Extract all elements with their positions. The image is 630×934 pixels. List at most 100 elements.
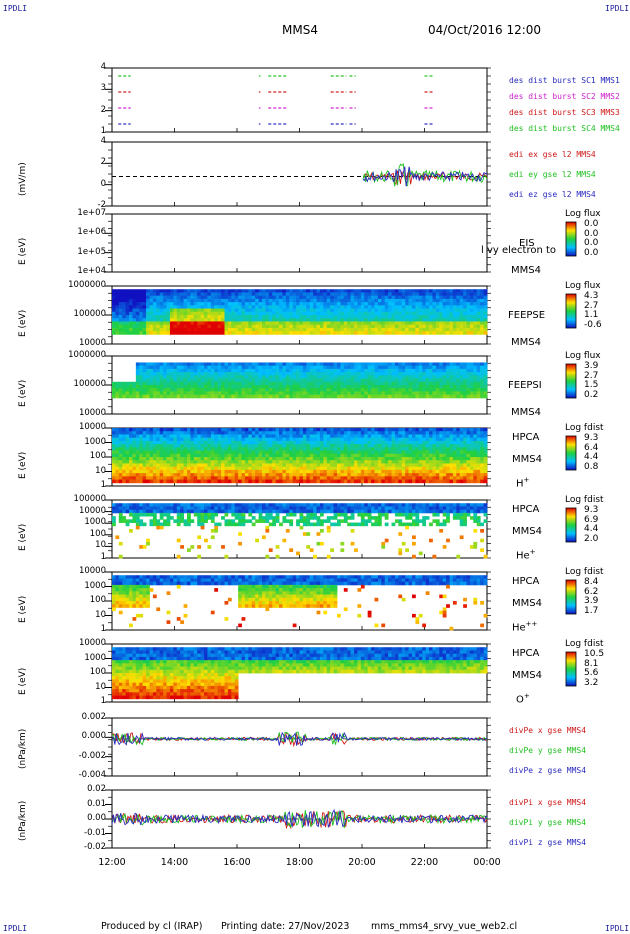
feepse-cell <box>268 305 273 309</box>
hpca-h-cell <box>323 457 328 461</box>
feepse-cell <box>309 298 314 303</box>
feepsi-cell <box>452 385 457 389</box>
feepse-cell <box>374 315 379 319</box>
hpca-h-cell <box>405 473 409 477</box>
feepse-cell <box>469 315 474 319</box>
hpca-h-cell <box>415 479 420 484</box>
hpca-h-cell <box>115 453 120 458</box>
feepse-cell <box>149 331 154 335</box>
feepsi-cell <box>452 394 457 399</box>
panel-frame <box>111 213 488 273</box>
feepsi-cell <box>275 365 280 370</box>
feepse-cell <box>169 302 174 306</box>
feepse-cell <box>418 308 423 313</box>
feepsi-cell <box>272 388 277 392</box>
hpca-h-cell <box>241 437 246 442</box>
feepse-cell <box>446 305 450 309</box>
feepsi-cell <box>319 378 324 383</box>
hpca-h-cell <box>132 479 137 484</box>
feepsi-cell <box>156 388 161 392</box>
hpca-h-cell <box>234 428 239 432</box>
hpca-h-cell <box>483 453 488 458</box>
hpca-h-cell <box>401 444 406 448</box>
feepsi-cell <box>401 394 406 399</box>
hpca-h-cell <box>302 444 307 448</box>
feepse-cell <box>425 305 430 309</box>
hpca-h-cell <box>207 457 212 461</box>
feepsi-cell <box>190 378 195 383</box>
feepse-cell <box>112 331 116 335</box>
hpca-h-cell <box>313 457 317 461</box>
feepse-cell <box>248 327 253 332</box>
feepse-cell <box>340 289 345 293</box>
feepse-cell <box>251 327 256 332</box>
feepse-cell <box>221 289 225 293</box>
feepsi-cell <box>398 381 403 386</box>
hpca-h-cell <box>347 469 352 474</box>
hpca-h-cell <box>360 476 365 480</box>
feepsi-cell <box>463 381 467 386</box>
feepsi-cell <box>149 368 154 373</box>
feepse-cell <box>176 292 181 297</box>
feepse-cell <box>204 318 208 322</box>
hpca-h-cell <box>388 434 392 439</box>
hpca-h-cell <box>422 473 427 477</box>
feepsi-cell <box>408 385 413 389</box>
feepse-cell <box>255 289 259 293</box>
feepse-cell <box>476 321 481 326</box>
feepsi-cell <box>152 365 157 370</box>
hpca-h-cell <box>238 440 242 445</box>
feepse-cell <box>258 321 263 326</box>
feepse-cell <box>333 292 338 297</box>
hpca-h-cell <box>381 444 386 448</box>
hpca-h-cell <box>480 479 484 484</box>
hpca-he-plus-cell <box>118 554 123 559</box>
hpca-h-cell <box>394 447 399 451</box>
feepse-cell <box>180 315 184 319</box>
hpca-h-cell <box>452 453 457 458</box>
hpca-h-cell <box>238 469 242 474</box>
hpca-h-cell <box>435 444 440 448</box>
feepse-cell <box>234 305 239 309</box>
feepse-cell <box>214 302 219 306</box>
feepse-cell <box>176 298 181 303</box>
feepse-cell <box>296 289 300 293</box>
feepsi-cell <box>248 388 253 392</box>
feepsi-cell <box>142 375 147 379</box>
hpca-h-cell <box>350 431 355 435</box>
feepsi-cell <box>156 375 161 379</box>
feepse-cell <box>112 308 116 313</box>
feepse-cell <box>122 315 127 319</box>
feepsi-cell <box>152 381 157 386</box>
hpca-h-cell <box>371 479 375 484</box>
feepse-cell <box>313 318 317 322</box>
hpca-h-cell <box>292 473 297 477</box>
hpca-h-cell <box>476 460 481 464</box>
feepse-cell <box>224 302 229 306</box>
feepsi-cell <box>401 391 406 396</box>
hpca-h-cell <box>204 476 208 480</box>
feepse-cell <box>152 302 157 306</box>
hpca-h-cell <box>115 466 120 471</box>
hpca-h-cell <box>459 466 464 471</box>
feepse-cell <box>415 318 420 322</box>
feepsi-cell <box>251 388 256 392</box>
feepsi-cell <box>112 391 116 396</box>
feepsi-cell <box>391 385 396 389</box>
feepse-cell <box>367 327 372 332</box>
hpca-h-cell <box>408 434 413 439</box>
hpca-h-cell <box>459 476 464 480</box>
feepsi-cell <box>425 372 430 376</box>
feepse-cell <box>405 318 409 322</box>
feepsi-cell <box>374 372 379 376</box>
feepsi-cell <box>323 394 328 399</box>
hpca-h-cell <box>439 440 444 445</box>
hpca-h-cell <box>296 447 300 451</box>
hpca-h-cell <box>483 479 488 484</box>
feepse-cell <box>152 324 157 329</box>
feepsi-cell <box>210 381 215 386</box>
hpca-h-cell <box>156 469 161 474</box>
feepsi-cell <box>432 394 437 399</box>
hpca-h-cell <box>241 434 246 439</box>
feepse-cell <box>163 324 167 329</box>
